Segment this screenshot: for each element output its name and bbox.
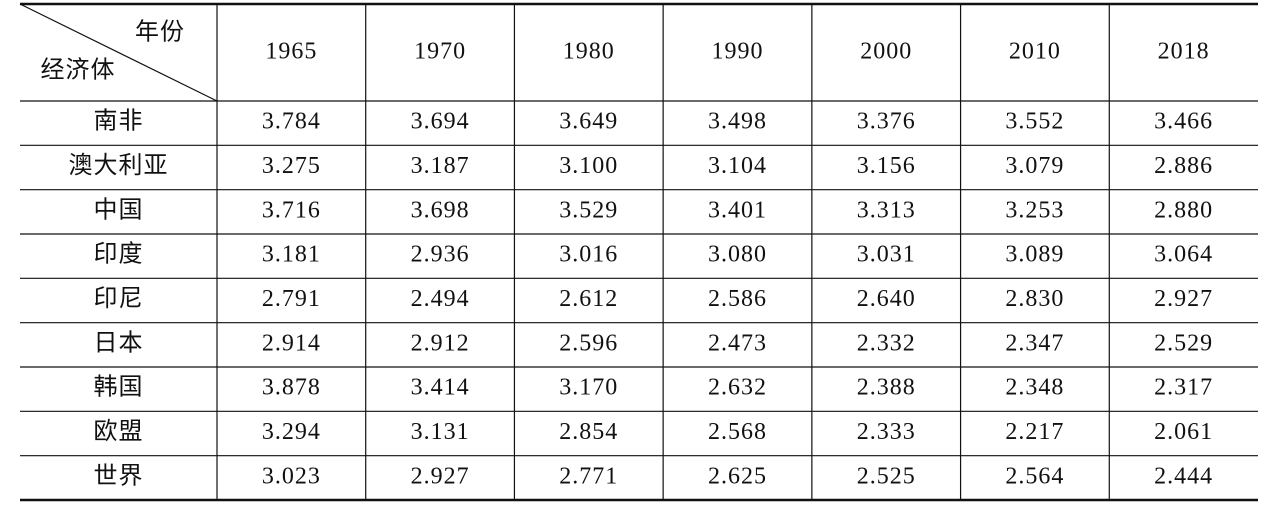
cell-value: 3.253: [1005, 197, 1064, 223]
row-label: 印度: [94, 241, 144, 268]
cell-value: 2.830: [1005, 286, 1064, 312]
cell-value: 3.187: [411, 153, 470, 179]
cell-value: 3.414: [411, 375, 470, 401]
cell-value: 3.079: [1005, 153, 1064, 179]
cell-value: 2.332: [857, 330, 916, 356]
year-header: 1970: [414, 39, 466, 65]
cell-value: 2.927: [411, 463, 470, 489]
cell-value: 3.104: [708, 153, 767, 179]
cell-value: 3.552: [1005, 109, 1064, 135]
cell-value: 2.632: [708, 375, 767, 401]
cell-value: 3.716: [262, 197, 321, 223]
cell-value: 2.473: [708, 330, 767, 356]
cell-value: 2.444: [1154, 463, 1213, 489]
cell-value: 2.912: [411, 330, 470, 356]
cell-value: 3.064: [1154, 242, 1213, 268]
cell-value: 3.170: [559, 375, 618, 401]
cell-value: 3.294: [262, 419, 321, 445]
row-label: 印尼: [94, 285, 144, 312]
cell-value: 2.568: [708, 419, 767, 445]
cell-value: 2.791: [262, 286, 321, 312]
cell-value: 3.498: [708, 109, 767, 135]
cell-value: 3.100: [559, 153, 618, 179]
cell-value: 3.694: [411, 109, 470, 135]
cell-value: 2.347: [1005, 330, 1064, 356]
cell-value: 2.927: [1154, 286, 1213, 312]
cell-value: 3.089: [1005, 242, 1064, 268]
cell-value: 2.388: [857, 375, 916, 401]
cell-value: 3.466: [1154, 109, 1213, 135]
row-label: 澳大利亚: [69, 152, 169, 179]
cell-value: 3.313: [857, 197, 916, 223]
row-label: 中国: [94, 196, 144, 223]
cell-value: 2.348: [1005, 375, 1064, 401]
cell-value: 3.131: [411, 419, 470, 445]
cell-value: 3.529: [559, 197, 618, 223]
cell-value: 3.080: [708, 242, 767, 268]
cell-value: 2.640: [857, 286, 916, 312]
cell-value: 3.401: [708, 197, 767, 223]
row-label: 日本: [94, 329, 144, 356]
cell-value: 2.880: [1154, 197, 1213, 223]
cell-value: 2.914: [262, 330, 321, 356]
row-label: 南非: [94, 108, 144, 135]
cell-value: 3.878: [262, 375, 321, 401]
year-header: 2010: [1009, 39, 1061, 65]
cell-value: 2.596: [559, 330, 618, 356]
corner-top: 年份: [135, 19, 185, 46]
row-label: 世界: [94, 462, 144, 489]
cell-value: 2.586: [708, 286, 767, 312]
cell-value: 2.525: [857, 463, 916, 489]
cell-value: 2.936: [411, 242, 470, 268]
cell-value: 2.061: [1154, 419, 1213, 445]
cell-value: 3.275: [262, 153, 321, 179]
year-header: 1980: [563, 39, 615, 65]
cell-value: 3.784: [262, 109, 321, 135]
cell-value: 2.625: [708, 463, 767, 489]
cell-value: 3.031: [857, 242, 916, 268]
cell-value: 2.771: [559, 463, 618, 489]
cell-value: 3.698: [411, 197, 470, 223]
cell-value: 2.217: [1005, 419, 1064, 445]
cell-value: 3.023: [262, 463, 321, 489]
year-header: 2000: [860, 39, 912, 65]
cell-value: 2.529: [1154, 330, 1213, 356]
cell-value: 2.317: [1154, 375, 1213, 401]
year-header: 2018: [1158, 39, 1210, 65]
year-header: 1965: [265, 39, 317, 65]
cell-value: 3.016: [559, 242, 618, 268]
cell-value: 2.612: [559, 286, 618, 312]
corner-bottom: 经济体: [41, 57, 116, 84]
cell-value: 2.564: [1005, 463, 1064, 489]
row-label: 韩国: [94, 374, 144, 401]
cell-value: 2.494: [411, 286, 470, 312]
cell-value: 2.854: [559, 419, 618, 445]
cell-value: 3.376: [857, 109, 916, 135]
cell-value: 2.333: [857, 419, 916, 445]
cell-value: 2.886: [1154, 153, 1213, 179]
row-label: 欧盟: [94, 418, 144, 445]
cell-value: 3.649: [559, 109, 618, 135]
diagonal: [19, 3, 218, 102]
cell-value: 3.181: [262, 242, 321, 268]
year-header: 1990: [712, 39, 764, 65]
cell-value: 3.156: [857, 153, 916, 179]
